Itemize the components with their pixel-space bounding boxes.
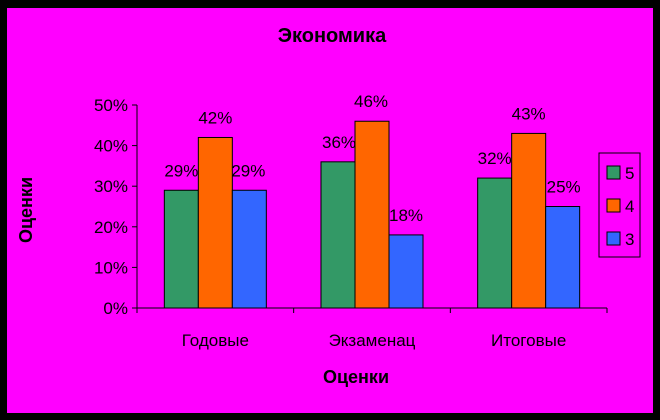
bar-3	[388, 234, 424, 309]
bar-value-label: 36%	[322, 133, 356, 152]
x-axis-title: Оценки	[323, 367, 389, 387]
legend-label: 4	[625, 197, 634, 216]
legend-label: 5	[625, 164, 634, 183]
y-axis-title: Оценки	[16, 177, 36, 243]
y-tick-label: 40%	[94, 137, 128, 156]
chart-title: Экономика	[278, 25, 387, 47]
bar-5	[163, 189, 199, 309]
y-tick-label: 0%	[103, 299, 128, 318]
bar-4	[197, 136, 233, 309]
data-labels: 29% 42% 29% 36% 46% 18% 32% 43% 25%	[164, 92, 580, 225]
bar-value-label: 29%	[164, 161, 198, 180]
bar-4	[511, 132, 547, 309]
y-tick-label: 50%	[94, 96, 128, 115]
x-tick-label: Итоговые	[491, 331, 566, 350]
legend: 5 4 3	[598, 152, 641, 258]
legend-swatch-4	[606, 198, 621, 213]
bar-3	[231, 189, 267, 309]
legend-swatch-5	[606, 165, 621, 180]
bar-5	[477, 177, 513, 309]
bar-5	[320, 161, 356, 309]
bar-value-label: 46%	[354, 92, 388, 111]
bar-value-label: 32%	[478, 149, 512, 168]
legend-swatch-3	[606, 231, 621, 246]
bar-4	[354, 120, 390, 309]
bar-value-label: 42%	[198, 108, 232, 127]
bar-value-label: 25%	[547, 178, 581, 197]
y-tick-label: 20%	[94, 218, 128, 237]
x-tick-label: Годовые	[182, 331, 249, 350]
bar-value-label: 18%	[389, 206, 423, 225]
bar-value-label: 43%	[512, 104, 546, 123]
bar-value-label: 29%	[231, 161, 265, 180]
bar-3	[545, 206, 581, 309]
x-axis: Годовые Экзаменац Итоговые	[136, 308, 608, 350]
legend-label: 3	[625, 230, 634, 249]
bars	[163, 120, 581, 309]
y-tick-label: 10%	[94, 258, 128, 277]
x-tick-label: Экзаменац	[329, 331, 416, 350]
y-tick-label: 30%	[94, 177, 128, 196]
